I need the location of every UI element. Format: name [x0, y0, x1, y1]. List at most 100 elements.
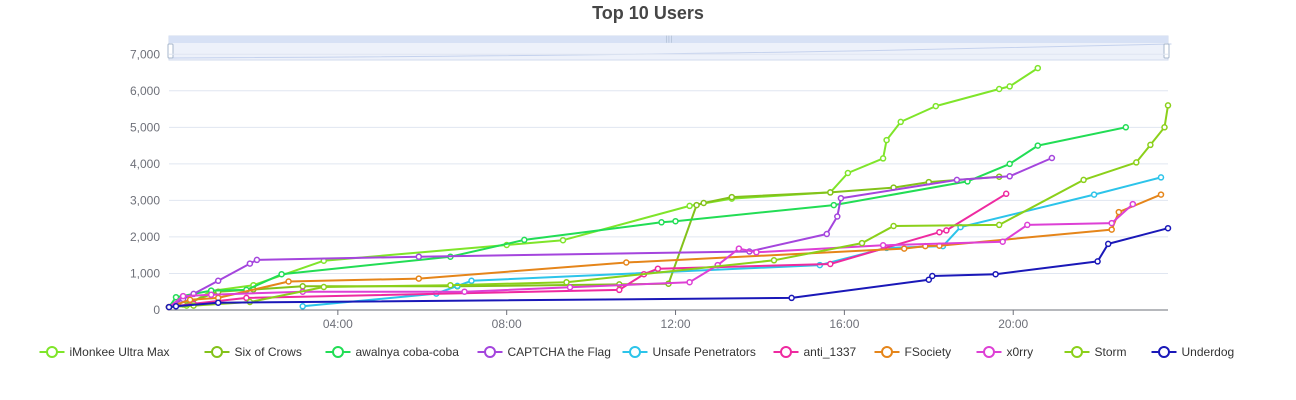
data-point[interactable]: [1164, 102, 1172, 109]
data-point[interactable]: [559, 236, 567, 244]
data-point[interactable]: [566, 284, 574, 291]
data-point[interactable]: [461, 288, 468, 295]
data-point[interactable]: [415, 275, 423, 282]
data-point[interactable]: [1002, 190, 1010, 198]
legend-item[interactable]: Six of Crows: [204, 345, 302, 359]
data-point[interactable]: [246, 260, 254, 267]
data-point[interactable]: [932, 102, 940, 110]
data-point[interactable]: [1157, 174, 1165, 181]
data-point[interactable]: [858, 239, 866, 247]
data-point[interactable]: [623, 259, 630, 266]
data-point[interactable]: [186, 296, 194, 304]
data-point[interactable]: [299, 283, 306, 290]
data-point[interactable]: [995, 221, 1003, 229]
data-point[interactable]: [172, 293, 180, 301]
data-point[interactable]: [827, 260, 834, 268]
data-point[interactable]: [165, 303, 173, 311]
data-point[interactable]: [1122, 124, 1130, 131]
data-point[interactable]: [830, 201, 838, 209]
data-point[interactable]: [900, 245, 908, 252]
legend-item[interactable]: Storm: [1064, 345, 1127, 359]
legend-item[interactable]: anti_1337: [773, 345, 857, 359]
data-point[interactable]: [1108, 219, 1115, 227]
data-point[interactable]: [827, 189, 834, 196]
data-point[interactable]: [943, 227, 950, 234]
data-point[interactable]: [728, 193, 736, 201]
data-point[interactable]: [1024, 221, 1031, 229]
data-point[interactable]: [1108, 226, 1115, 233]
data-point[interactable]: [563, 278, 570, 286]
data-point[interactable]: [770, 257, 778, 264]
data-point[interactable]: [735, 245, 743, 252]
data-point[interactable]: [834, 213, 841, 220]
legend-item[interactable]: CAPTCHA the Flag: [477, 345, 611, 359]
data-point[interactable]: [172, 303, 180, 310]
legend-item[interactable]: awalnya coba-coba: [325, 345, 460, 359]
data-point[interactable]: [953, 176, 961, 184]
data-point[interactable]: [1034, 64, 1042, 72]
data-point[interactable]: [1161, 124, 1168, 131]
legend-item[interactable]: FSociety: [874, 345, 952, 359]
data-point[interactable]: [415, 253, 423, 260]
legend-item[interactable]: iMonkee Ultra Max: [39, 345, 170, 359]
data-point[interactable]: [320, 283, 328, 291]
data-point[interactable]: [925, 276, 933, 283]
data-point[interactable]: [879, 242, 887, 249]
data-point[interactable]: [1034, 142, 1042, 149]
legend-item[interactable]: Unsafe Penetrators: [622, 345, 756, 359]
data-point[interactable]: [214, 299, 222, 306]
data-zoom-left-handle[interactable]: [167, 43, 174, 59]
data-point[interactable]: [207, 291, 215, 298]
data-point[interactable]: [1048, 154, 1056, 162]
data-point[interactable]: [179, 292, 187, 300]
data-point[interactable]: [890, 222, 897, 230]
data-point[interactable]: [999, 238, 1006, 245]
data-point[interactable]: [253, 256, 261, 264]
data-point[interactable]: [1080, 176, 1087, 184]
data-point[interactable]: [1006, 83, 1013, 90]
data-point[interactable]: [693, 201, 700, 209]
data-point[interactable]: [521, 236, 528, 244]
data-point[interactable]: [1164, 224, 1172, 232]
data-point[interactable]: [992, 270, 999, 278]
legend-item[interactable]: x0rry: [976, 345, 1034, 359]
data-point[interactable]: [1133, 159, 1140, 166]
data-point[interactable]: [243, 294, 250, 302]
data-point[interactable]: [700, 199, 707, 207]
data-point[interactable]: [616, 286, 623, 294]
data-point[interactable]: [672, 217, 679, 225]
data-point[interactable]: [299, 303, 306, 310]
data-point[interactable]: [686, 278, 693, 286]
data-point[interactable]: [936, 228, 943, 236]
data-point[interactable]: [929, 272, 936, 280]
data-point[interactable]: [1129, 200, 1137, 208]
data-point[interactable]: [1147, 141, 1154, 149]
data-point[interactable]: [285, 278, 292, 285]
data-point[interactable]: [658, 219, 665, 226]
data-zoom-handle-bar[interactable]: [169, 36, 1168, 43]
data-point[interactable]: [1115, 208, 1123, 216]
data-point[interactable]: [995, 85, 1003, 93]
data-point[interactable]: [883, 136, 890, 144]
data-point[interactable]: [788, 294, 795, 302]
data-point[interactable]: [654, 265, 662, 272]
data-point[interactable]: [1094, 258, 1101, 265]
data-point[interactable]: [753, 249, 760, 256]
data-point[interactable]: [1157, 191, 1165, 198]
data-point[interactable]: [823, 230, 831, 238]
data-point[interactable]: [686, 202, 693, 210]
data-zoom-grip-icon[interactable]: |||: [665, 35, 672, 43]
data-point[interactable]: [278, 270, 285, 278]
data-point[interactable]: [1006, 160, 1013, 168]
data-zoom-right-handle[interactable]: [1163, 43, 1170, 59]
data-zoom-slider[interactable]: |||: [167, 35, 1172, 61]
data-point[interactable]: [214, 277, 222, 285]
data-point[interactable]: [1006, 173, 1013, 180]
data-point[interactable]: [1090, 191, 1098, 198]
data-point[interactable]: [1104, 240, 1112, 248]
legend-item[interactable]: Underdog: [1151, 345, 1235, 359]
data-point[interactable]: [879, 155, 887, 162]
data-point[interactable]: [897, 118, 904, 126]
data-point[interactable]: [447, 281, 454, 289]
data-point[interactable]: [837, 194, 845, 202]
